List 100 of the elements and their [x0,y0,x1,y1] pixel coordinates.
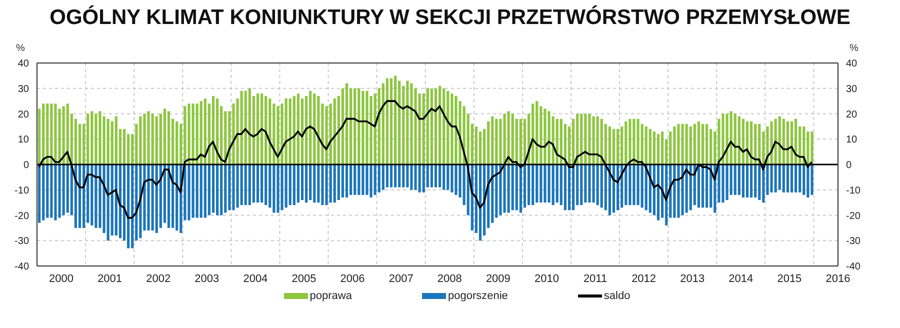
bar [204,164,206,218]
bar [288,164,292,206]
bar [442,164,446,190]
bar [212,164,215,213]
bar [434,164,438,188]
bar [503,114,506,164]
bar [46,164,49,218]
bar [507,111,510,164]
bar [738,116,740,164]
bar [706,124,708,164]
bar [450,93,454,164]
bar [410,164,413,190]
bar [151,114,154,164]
bar [292,96,296,164]
bar [515,164,518,210]
bar [200,101,202,164]
bar [216,164,219,216]
bar [317,164,320,203]
bar [362,90,364,164]
bar [422,164,425,192]
bar [632,118,636,164]
bar [588,164,591,203]
x-tick-label: 2014 [728,272,754,285]
x-tick-label: 2002 [146,272,171,285]
bar [122,128,126,164]
bar [624,121,628,164]
bar [677,164,680,218]
bar [681,124,684,164]
bar [390,78,393,164]
bar [325,106,328,164]
bar [220,164,223,216]
bar [536,101,538,164]
bar [390,164,393,188]
bar [528,164,530,206]
bar [414,164,417,190]
bar [366,90,368,164]
bar [264,96,268,164]
bar [592,116,595,164]
bar [677,124,680,164]
bar [333,164,336,203]
bar [782,118,785,164]
bar [394,76,397,164]
bar [196,104,198,164]
bar [62,164,65,216]
bar [276,164,280,213]
bar [256,164,260,203]
bar [386,78,389,164]
bar [244,164,247,206]
bar [46,104,49,164]
x-tick-label: 2004 [243,272,268,285]
bar [42,104,45,164]
legend-label: pogorszenie [448,290,508,302]
bar [292,164,296,206]
y2-tick-label: 10 [846,134,858,146]
bar [288,98,292,164]
bar [248,88,251,164]
bar [317,96,320,164]
bar [127,164,130,248]
bar [580,114,583,164]
bar [296,164,300,203]
bar [305,164,308,203]
bar [366,164,368,195]
bar [276,106,280,164]
bar [786,164,790,192]
bar [556,164,558,203]
y-tick-label: 0 [23,160,30,172]
bar [350,164,352,195]
x-tick-label: 2009 [486,272,510,285]
bar [50,164,53,218]
bar [98,111,102,164]
bar [337,164,340,200]
bar [370,164,372,198]
bar [345,83,348,164]
bar [325,164,328,206]
bar [394,164,397,188]
bar [548,111,550,164]
bar [54,164,57,220]
bar [648,128,652,164]
bar [50,104,53,164]
bar [673,164,676,218]
bar [596,116,599,164]
bar [681,164,684,216]
bar [204,98,206,164]
bar [114,116,118,164]
bar [774,164,777,192]
bar [228,164,231,210]
bar [758,164,761,200]
bar [374,164,376,195]
x-tick-label: 2006 [340,272,365,285]
bar [382,164,384,190]
bar [734,114,736,164]
bar [742,164,745,198]
bar [176,164,178,230]
bar [628,164,632,206]
bar [519,118,522,164]
bar [503,164,506,213]
bar [584,164,587,203]
bar [90,164,94,226]
bar [167,111,170,164]
bar [434,88,438,164]
